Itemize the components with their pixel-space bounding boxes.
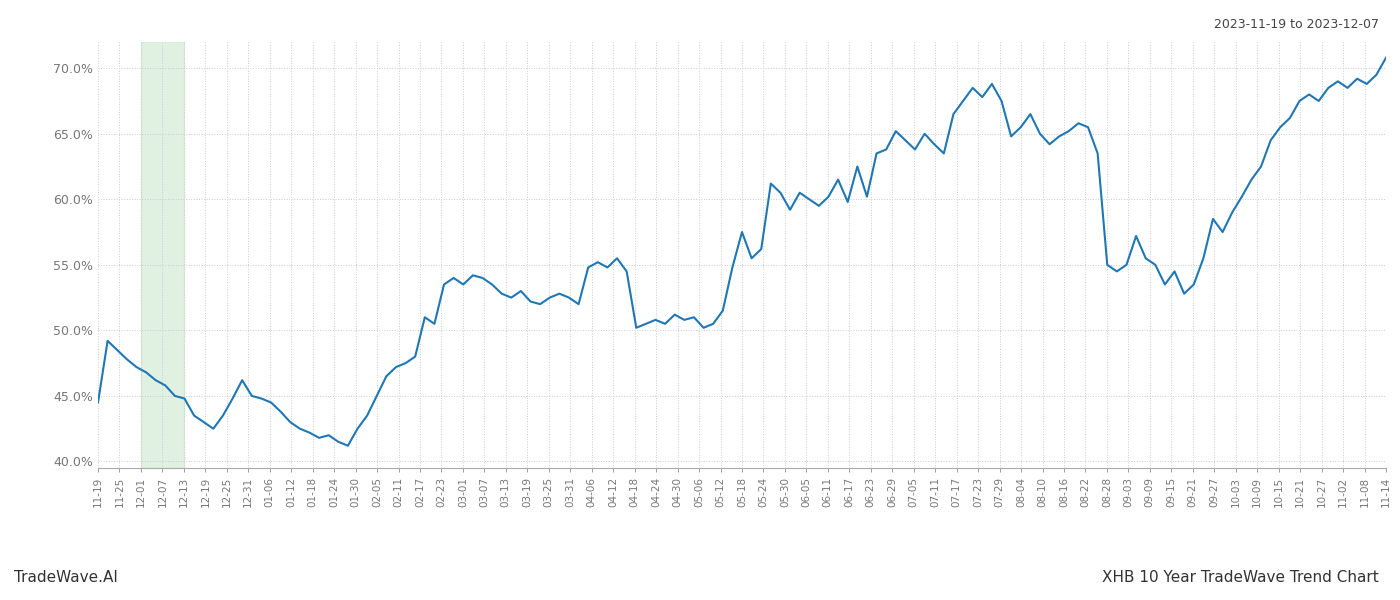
Text: TradeWave.AI: TradeWave.AI: [14, 570, 118, 585]
Text: 2023-11-19 to 2023-12-07: 2023-11-19 to 2023-12-07: [1214, 18, 1379, 31]
Bar: [141, 42, 183, 468]
Text: XHB 10 Year TradeWave Trend Chart: XHB 10 Year TradeWave Trend Chart: [1102, 570, 1379, 585]
